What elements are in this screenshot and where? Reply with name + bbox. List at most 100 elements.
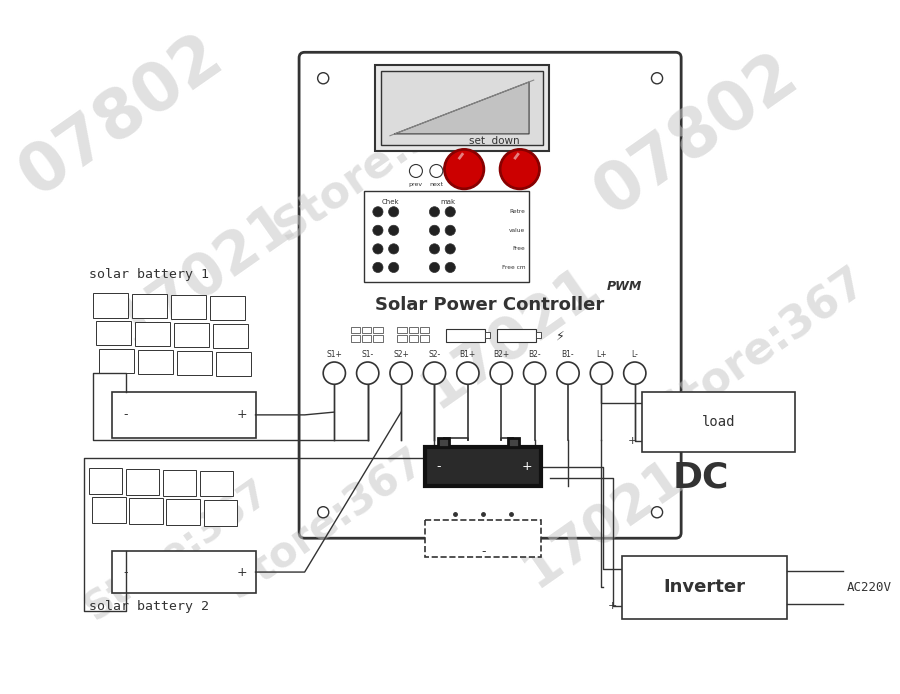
Text: +: +: [608, 601, 617, 611]
Bar: [438, 438, 449, 448]
Circle shape: [389, 262, 399, 273]
Text: ⚡: ⚡: [556, 330, 565, 343]
Text: 17021: 17021: [411, 256, 610, 419]
Bar: [425, 520, 541, 557]
Text: L+: L+: [596, 350, 607, 359]
Bar: [88, 468, 122, 493]
Bar: [112, 551, 256, 593]
Text: -: -: [610, 564, 615, 574]
Text: -: -: [123, 566, 128, 579]
Bar: [130, 498, 163, 524]
Circle shape: [456, 362, 479, 384]
Circle shape: [373, 207, 383, 217]
Circle shape: [557, 362, 579, 384]
Circle shape: [624, 362, 646, 384]
Text: Solar Power Controller: Solar Power Controller: [375, 296, 605, 314]
Bar: [351, 327, 360, 333]
Circle shape: [491, 362, 512, 384]
Text: Free: Free: [513, 246, 526, 251]
Bar: [484, 332, 491, 338]
Bar: [138, 350, 173, 374]
Bar: [132, 294, 167, 319]
Circle shape: [429, 226, 439, 235]
Circle shape: [410, 164, 422, 178]
Text: value: value: [509, 228, 526, 233]
Text: L-: L-: [631, 350, 638, 359]
Text: +: +: [237, 408, 247, 421]
Bar: [446, 329, 484, 341]
Text: solar battery 1: solar battery 1: [88, 269, 209, 281]
Circle shape: [446, 244, 455, 254]
Bar: [374, 327, 382, 333]
Bar: [216, 352, 251, 376]
Bar: [200, 471, 233, 496]
Text: -: -: [631, 398, 634, 408]
Text: PWM: PWM: [607, 280, 643, 294]
Text: load: load: [702, 415, 735, 429]
Text: prev: prev: [408, 182, 422, 187]
Circle shape: [389, 244, 399, 254]
Bar: [497, 329, 536, 341]
Bar: [409, 327, 418, 333]
Text: Chek: Chek: [382, 198, 399, 205]
Bar: [398, 327, 407, 333]
Circle shape: [373, 262, 383, 273]
Text: 17021: 17021: [105, 192, 304, 355]
Bar: [419, 327, 429, 333]
Text: Free cm: Free cm: [501, 265, 526, 270]
Bar: [135, 322, 170, 346]
Bar: [409, 335, 418, 341]
Text: Retre: Retre: [509, 210, 526, 214]
Text: Store:367: Store:367: [219, 440, 432, 607]
Bar: [210, 296, 246, 321]
Bar: [536, 332, 541, 338]
Bar: [425, 448, 541, 486]
Text: -: -: [436, 460, 441, 473]
Bar: [171, 295, 206, 319]
Text: S1+: S1+: [327, 350, 342, 359]
Text: B1-: B1-: [562, 350, 574, 359]
Circle shape: [390, 362, 412, 384]
Circle shape: [429, 207, 439, 217]
Circle shape: [446, 207, 455, 217]
Bar: [99, 349, 134, 373]
Circle shape: [389, 226, 399, 235]
Bar: [419, 335, 429, 341]
Text: solar battery 2: solar battery 2: [88, 600, 209, 613]
Bar: [174, 323, 209, 347]
Circle shape: [446, 226, 455, 235]
Bar: [203, 500, 237, 526]
Text: -: -: [481, 545, 485, 558]
Bar: [398, 335, 407, 341]
Circle shape: [373, 244, 383, 254]
Bar: [112, 391, 256, 438]
Bar: [508, 438, 519, 448]
Circle shape: [652, 507, 662, 518]
Bar: [94, 294, 129, 318]
Bar: [364, 192, 529, 282]
Circle shape: [356, 362, 379, 384]
Bar: [374, 335, 382, 341]
Bar: [381, 71, 543, 145]
Text: S2+: S2+: [393, 350, 409, 359]
Text: B2+: B2+: [493, 350, 509, 359]
Text: Store:367: Store:367: [267, 74, 494, 250]
Circle shape: [590, 362, 613, 384]
Bar: [351, 335, 360, 341]
Circle shape: [500, 149, 540, 189]
Circle shape: [389, 207, 399, 217]
Circle shape: [373, 226, 383, 235]
FancyBboxPatch shape: [299, 52, 681, 539]
Circle shape: [429, 244, 439, 254]
Text: next: next: [429, 182, 444, 187]
Bar: [375, 65, 548, 151]
Circle shape: [524, 362, 545, 384]
Bar: [176, 351, 212, 375]
Text: 17021: 17021: [513, 450, 693, 598]
Text: B2-: B2-: [528, 350, 541, 359]
Text: mak: mak: [440, 198, 455, 205]
Circle shape: [446, 262, 455, 273]
Circle shape: [502, 151, 537, 187]
Text: +: +: [522, 460, 533, 473]
Circle shape: [444, 149, 484, 189]
